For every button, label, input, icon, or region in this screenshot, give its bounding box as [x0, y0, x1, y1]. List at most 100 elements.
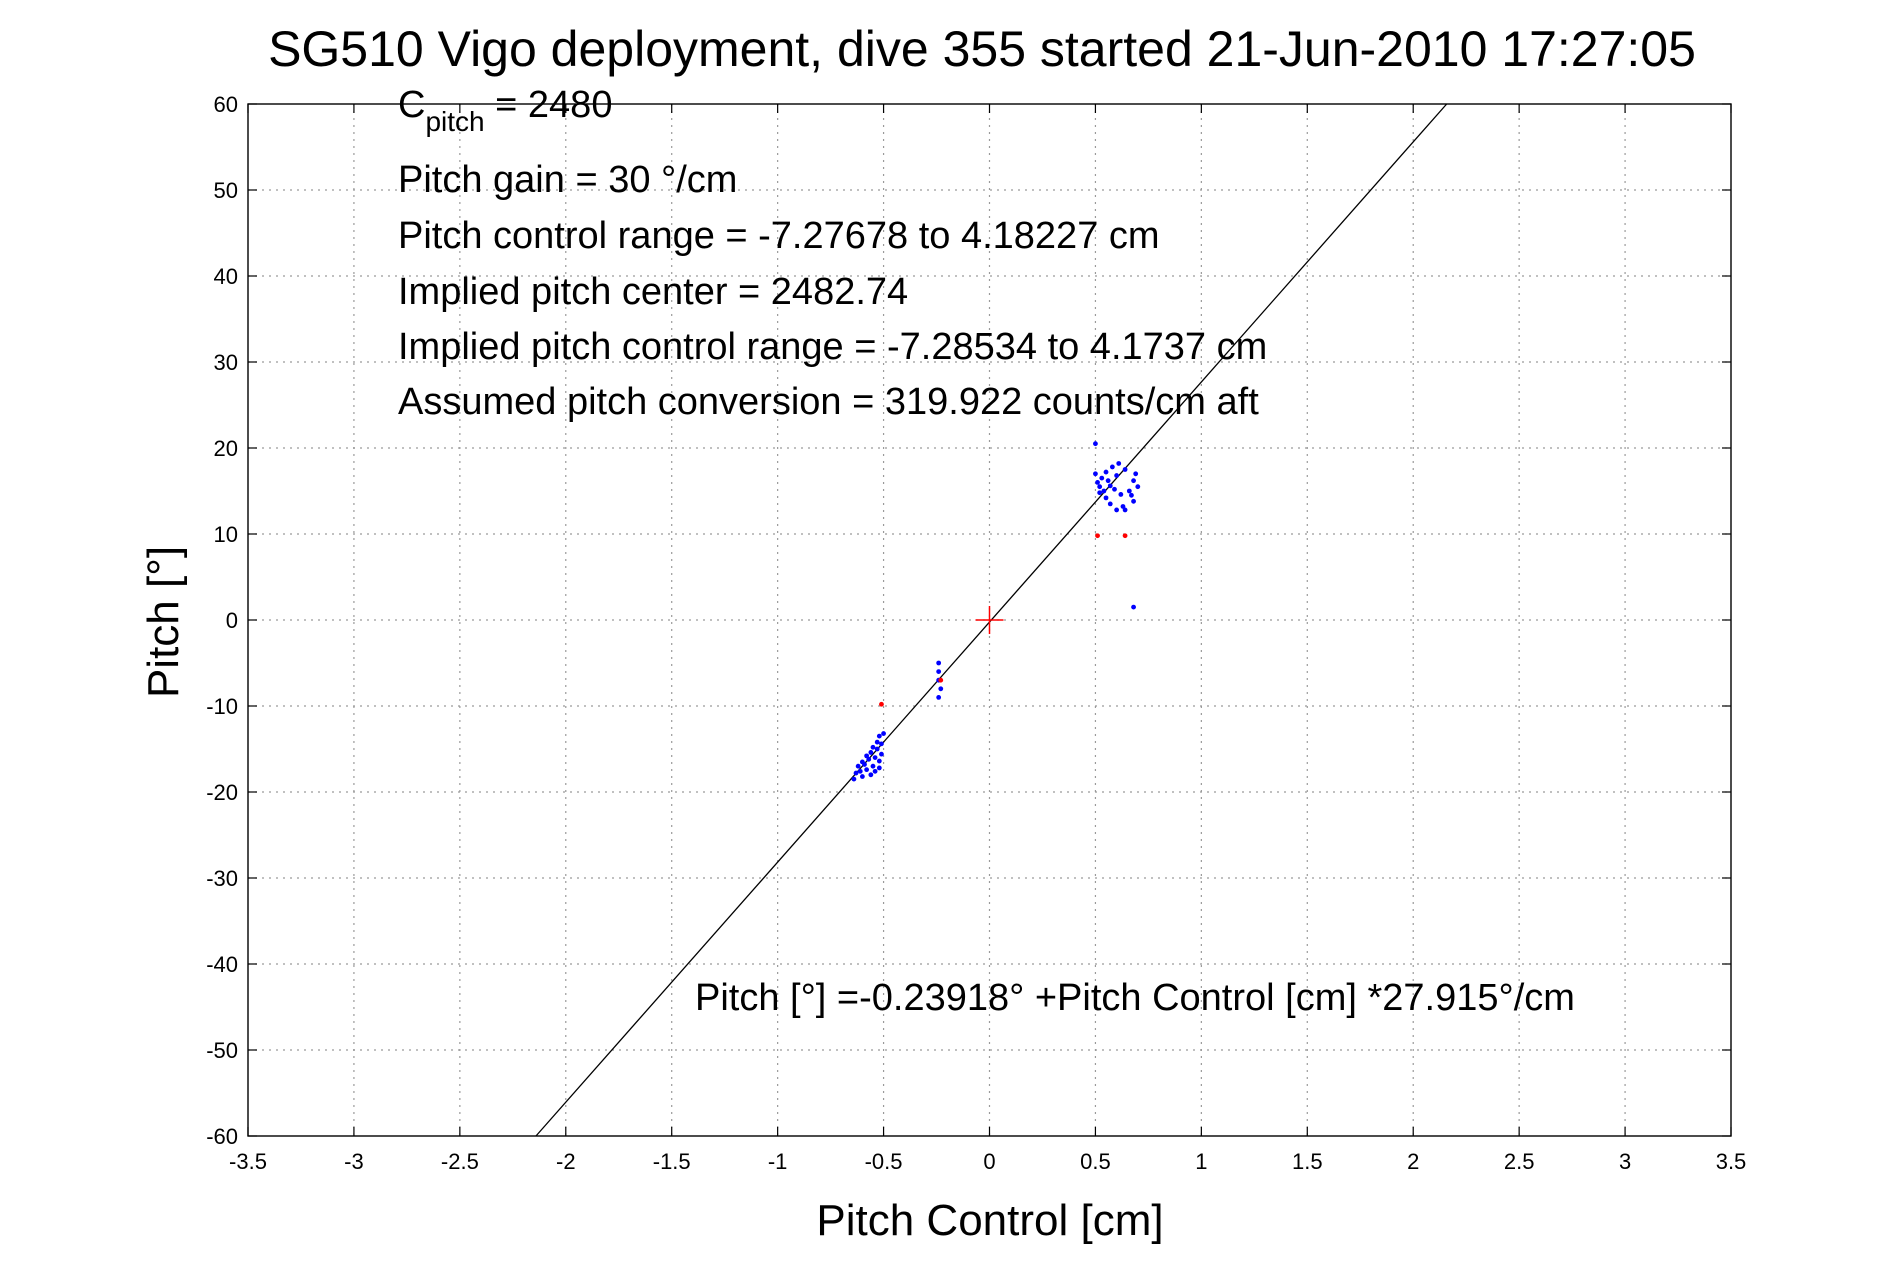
- pitch-control-range-annotation: Pitch control range = -7.27678 to 4.1822…: [398, 215, 1160, 257]
- data-point: [872, 755, 878, 760]
- x-tick-label: -1.5: [653, 1149, 691, 1174]
- data-point: [1118, 492, 1124, 497]
- data-point: [1120, 504, 1126, 509]
- pitch-gain-annotation: Pitch gain = 30 °/cm: [398, 159, 737, 201]
- y-tick-label: 60: [214, 92, 238, 117]
- data-point: [1131, 604, 1136, 610]
- data-point: [1112, 486, 1117, 492]
- data-point: [1131, 478, 1136, 484]
- data-point: [1122, 507, 1128, 513]
- data-point: [876, 758, 882, 764]
- data-point: [1097, 490, 1103, 496]
- x-tick-label: -0.5: [865, 1149, 903, 1174]
- data-point: [862, 762, 867, 767]
- x-tick-label: -1: [768, 1149, 788, 1174]
- data-point: [1133, 471, 1139, 477]
- highlighted-point: [879, 701, 884, 707]
- y-tick-label: -50: [206, 1038, 238, 1063]
- data-point: [938, 686, 944, 692]
- data-point: [868, 772, 874, 778]
- highlighted-point: [1122, 533, 1128, 539]
- data-point: [874, 746, 880, 752]
- highlighted-point: [1095, 533, 1100, 539]
- highlighted-point: [938, 677, 944, 683]
- x-tick-label: -3.5: [229, 1149, 267, 1174]
- x-tick-label: 1: [1195, 1149, 1207, 1174]
- data-point: [870, 744, 876, 750]
- x-tick-label: -3: [344, 1149, 364, 1174]
- data-point: [864, 753, 870, 759]
- y-tick-label: -10: [206, 694, 238, 719]
- pitch-conversion-annotation: Assumed pitch conversion = 319.922 count…: [398, 381, 1259, 423]
- x-tick-label: -2.5: [441, 1149, 479, 1174]
- y-tick-label: 10: [214, 522, 238, 547]
- data-point: [874, 739, 880, 745]
- data-point: [853, 770, 859, 776]
- data-point: [1122, 467, 1128, 472]
- y-tick-label: 40: [214, 264, 238, 289]
- fit-equation-annotation: Pitch [°] =-0.23918° +Pitch Control [cm]…: [695, 977, 1575, 1019]
- chart-title: SG510 Vigo deployment, dive 355 started …: [268, 21, 1696, 77]
- plot-area: [535, 103, 1448, 1137]
- annotation-block: Cpitch = 2480 Pitch gain = 30 °/cm Pitch…: [398, 84, 1575, 1019]
- data-point: [1131, 498, 1136, 504]
- data-point: [1107, 483, 1113, 489]
- data-point: [1105, 478, 1111, 484]
- data-point: [1093, 471, 1098, 477]
- data-point: [881, 731, 886, 736]
- tick-marks-and-labels: -3.5 -3 -2.5 -2 -1.5 -1 -0.5 0 0.5 1 1.5 2 2.5 3 3.5 -6…: [206, 92, 1746, 1174]
- c-pitch-value: = 2480: [485, 84, 613, 126]
- x-tick-label: 2: [1407, 1149, 1419, 1174]
- data-point: [866, 756, 872, 762]
- data-point: [936, 669, 942, 674]
- data-point: [855, 763, 861, 769]
- data-point: [879, 751, 884, 757]
- data-point: [936, 660, 942, 666]
- x-tick-label: 1.5: [1292, 1149, 1323, 1174]
- y-tick-label: 50: [214, 178, 238, 203]
- data-point: [936, 695, 942, 700]
- x-tick-label: 3: [1619, 1149, 1631, 1174]
- data-point: [876, 733, 882, 739]
- data-point: [1097, 484, 1103, 490]
- data-point: [1107, 501, 1113, 507]
- data-point: [1101, 488, 1107, 494]
- implied-pitch-center-annotation: Implied pitch center = 2482.74: [398, 271, 908, 313]
- data-point: [870, 763, 876, 769]
- data-point: [851, 776, 857, 782]
- x-tick-label: 3.5: [1716, 1149, 1747, 1174]
- x-tick-label: 0: [983, 1149, 995, 1174]
- c-pitch-symbol: C: [398, 84, 425, 126]
- implied-pitch-control-range-annotation: Implied pitch control range = -7.28534 t…: [398, 326, 1267, 368]
- data-point: [868, 750, 874, 755]
- x-axis-label: Pitch Control [cm]: [816, 1196, 1163, 1245]
- data-point: [859, 774, 865, 779]
- data-point: [1114, 473, 1120, 478]
- data-point: [1103, 495, 1109, 501]
- data-point: [1093, 441, 1098, 447]
- y-tick-label: -40: [206, 952, 238, 977]
- data-point: [1135, 484, 1141, 490]
- data-point: [1114, 507, 1120, 513]
- data-point: [1109, 464, 1115, 470]
- y-tick-label: -20: [206, 780, 238, 805]
- data-point: [1129, 492, 1134, 498]
- x-tick-label: -2: [556, 1149, 576, 1174]
- y-tick-label: 0: [226, 608, 238, 633]
- data-point: [1103, 469, 1109, 475]
- data-point: [879, 741, 884, 747]
- y-tick-label: -30: [206, 866, 238, 891]
- data-point: [864, 767, 870, 773]
- data-point: [872, 768, 878, 774]
- data-point: [1099, 475, 1105, 481]
- x-tick-label: 2.5: [1504, 1149, 1535, 1174]
- x-tick-label: 0.5: [1080, 1149, 1111, 1174]
- y-tick-label: -60: [206, 1124, 238, 1149]
- data-point: [1126, 488, 1132, 494]
- c-pitch-annotation: Cpitch = 2480: [398, 84, 612, 137]
- y-tick-label: 30: [214, 350, 238, 375]
- data-point: [857, 768, 863, 774]
- c-pitch-subscript: pitch: [425, 106, 484, 137]
- y-axis-label: Pitch [°]: [139, 546, 188, 698]
